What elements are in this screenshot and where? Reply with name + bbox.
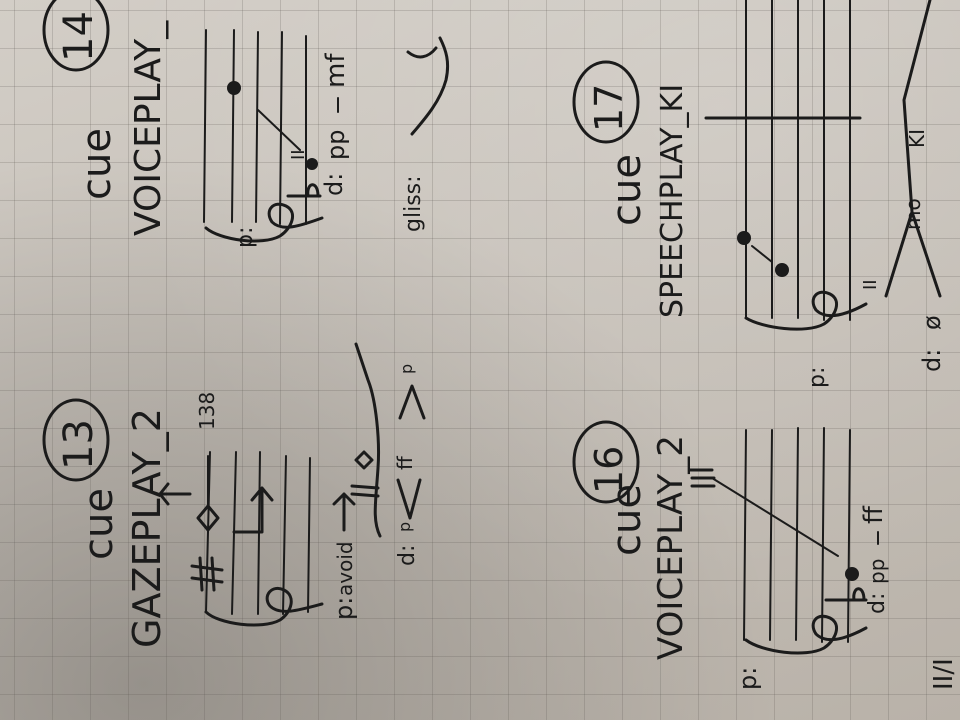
cue-13-sound-line bbox=[354, 342, 382, 538]
cue-13-crescendo bbox=[396, 478, 422, 520]
cue-16-sharp bbox=[688, 468, 716, 488]
cue-13-dyn-start: p bbox=[395, 522, 414, 532]
cue-17-staff bbox=[704, 0, 862, 321]
cue-16-dyn-end: ff bbox=[859, 505, 889, 524]
cue-13-gaze-arrow bbox=[158, 482, 192, 506]
cue-13-down-arrow bbox=[232, 486, 274, 534]
cue-13-block: cue 13 GAZEPLAY_2 138 p: avoid d: p bbox=[42, 342, 426, 648]
cue-16-number: 16 bbox=[587, 446, 631, 494]
cue-13-title: GAZEPLAY_2 bbox=[125, 408, 169, 648]
cue-17-number: 17 bbox=[587, 84, 631, 132]
cue-14-lower-note bbox=[306, 158, 318, 170]
cue-17-treble-clef bbox=[744, 290, 868, 331]
cue-17-staff-label: p: bbox=[805, 367, 830, 388]
cue-16-treble-clef bbox=[744, 614, 868, 655]
cue-17-roman: II bbox=[860, 279, 881, 290]
cue-16-dyn-start: pp bbox=[865, 559, 889, 584]
cue-13-treble-clef bbox=[204, 587, 324, 627]
cue-13-right-arrow-icon bbox=[332, 492, 356, 532]
cue-14-block: cue 14 VOICEPLAY_ p: II d: pp mf gliss: bbox=[42, 0, 450, 248]
cue-13-sharp-diamond bbox=[350, 450, 380, 498]
cue-13-word: cue bbox=[76, 488, 122, 560]
cue-14-word: cue bbox=[74, 128, 120, 200]
cue-17-extra: KI bbox=[905, 129, 929, 148]
cue-14-staff bbox=[203, 29, 307, 225]
cue-14-gliss-curve bbox=[410, 36, 450, 136]
cue-14-gliss: gliss: bbox=[401, 175, 426, 232]
cue-14-dyn-end: mf bbox=[321, 53, 351, 88]
cue-17-note-2 bbox=[775, 263, 789, 277]
cue-13-number-circle bbox=[42, 398, 110, 482]
cue-16-gliss-line bbox=[711, 477, 839, 557]
cue-16-number-circle bbox=[572, 420, 640, 504]
cue-14-flat bbox=[286, 183, 322, 198]
cue-13-dyn-peak: ff bbox=[393, 455, 417, 470]
cue-13-tempo: 138 bbox=[195, 392, 219, 430]
cue-13-diamond-note bbox=[196, 504, 220, 532]
cue-16-side-marking: II/I bbox=[929, 658, 959, 690]
cue-16-block: cue 16 VOICEPLAY_2 p: d: pp ff II/I bbox=[572, 420, 959, 690]
cue-16-title: VOICEPLAY_2 bbox=[651, 435, 691, 660]
cue-14-treble-clef bbox=[204, 202, 324, 243]
cue-14-number-circle bbox=[42, 0, 110, 72]
cue-17-number-circle bbox=[572, 60, 640, 144]
cue-13-dynamic-prefix: d: bbox=[395, 545, 420, 566]
cue-17-title: SPEECHPLAY_KI bbox=[655, 84, 690, 318]
cue-14-number: 14 bbox=[56, 11, 102, 62]
cue-14-title: VOICEPLAY_ bbox=[128, 20, 169, 236]
cue-14-dynamic-prefix: d: bbox=[320, 173, 348, 196]
cue-16-staff bbox=[743, 427, 851, 643]
cue-14-staff-label: p: bbox=[233, 227, 258, 248]
cue-16-word: cue bbox=[604, 484, 650, 556]
cue-17-word: cue bbox=[604, 154, 650, 226]
cue-14-gliss-curve-2 bbox=[406, 46, 438, 59]
cue-13-instruction: avoid bbox=[333, 541, 357, 596]
cue-16-dynamic-prefix: d: bbox=[865, 593, 890, 614]
cue-13-sharp bbox=[190, 556, 224, 592]
cue-13-dyn-end: p bbox=[397, 364, 416, 374]
cue-14-dyn-start: pp bbox=[322, 130, 350, 160]
cue-17-dyn-start: ø bbox=[918, 315, 946, 330]
cue-14-roman: II bbox=[288, 149, 309, 160]
cue-17-note-1 bbox=[737, 231, 751, 245]
cue-16-staff-label: p: bbox=[734, 667, 762, 690]
cue-17-dyn-end: mo bbox=[901, 198, 925, 230]
cue-13-staff-label: p: bbox=[330, 597, 358, 620]
cue-17-dynamic-prefix: d: bbox=[918, 349, 946, 372]
cue-16-note bbox=[845, 567, 859, 581]
cue-17-hairpin bbox=[884, 0, 942, 298]
cue-16-flat bbox=[824, 587, 868, 602]
cue-17-block: cue 17 SPEECHPLAY_KI p: II d: ø mo KI bbox=[572, 0, 946, 388]
cue-13-decrescendo bbox=[398, 384, 426, 420]
cue-14-upper-note bbox=[227, 81, 241, 95]
cue-13-number: 13 bbox=[56, 419, 102, 470]
